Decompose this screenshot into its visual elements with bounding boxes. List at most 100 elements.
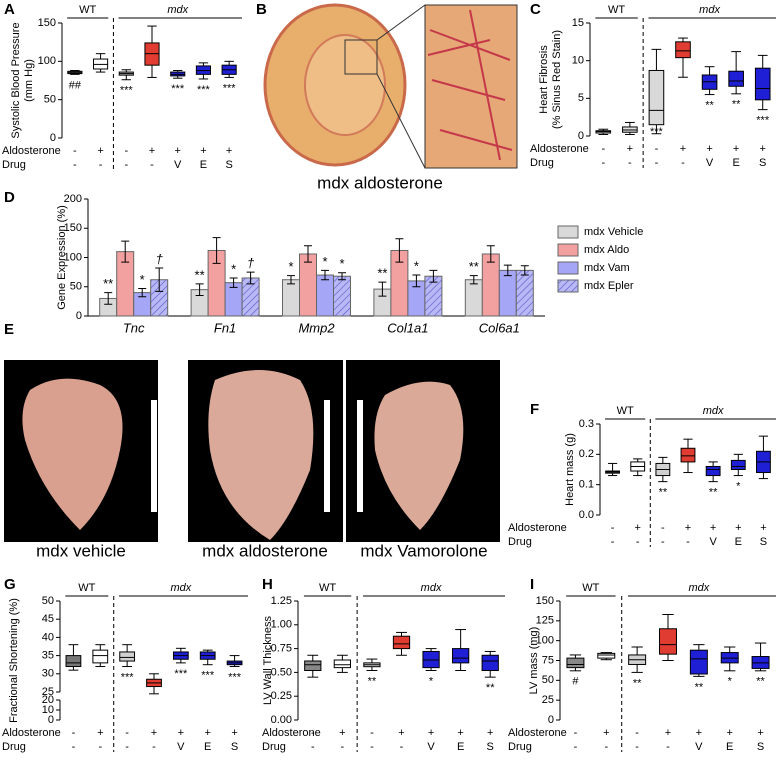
drug-label: S	[760, 536, 767, 548]
row-label: Drug	[2, 159, 26, 171]
y-tick-label: 1.25	[271, 595, 292, 607]
drug-label: E	[457, 741, 464, 753]
panel-label: B	[256, 1, 267, 18]
aldosterone-sign: +	[759, 143, 765, 155]
error-bar	[287, 275, 295, 285]
drug-label: -	[341, 741, 345, 753]
image-caption: mdx aldosterone	[202, 541, 328, 560]
error-bar	[212, 237, 221, 264]
drug-label: -	[125, 741, 129, 753]
significance: *	[728, 676, 733, 688]
significance: ***	[223, 82, 237, 94]
aldosterone-sign: +	[706, 143, 712, 155]
box	[728, 70, 744, 87]
significance: ***	[171, 83, 185, 95]
legend-swatch	[557, 279, 579, 293]
panel-i: I LV mass (mg) 0 25 50 75 100 125 150 WT mdx Aldost…	[508, 576, 776, 753]
panel-label: H	[262, 576, 273, 593]
legend-label: mdx Vehicle	[584, 226, 643, 238]
significance: ***	[228, 671, 242, 683]
aldosterone-sign: +	[200, 145, 206, 157]
significance: ***	[756, 115, 770, 127]
row-label: Drug	[2, 741, 26, 753]
drug-label: E	[735, 536, 742, 548]
scale-bar	[324, 400, 330, 512]
y-tick-label: 0	[48, 714, 54, 726]
panel-b: B mdx aldosterone	[256, 1, 518, 192]
y-axis-label: Systolic Blood Pressure	[10, 22, 22, 138]
aldosterone-sign: +	[733, 143, 739, 155]
group-label: WT	[617, 405, 634, 417]
aldosterone-sign: +	[665, 727, 671, 739]
bar	[481, 253, 500, 317]
panel-label: F	[530, 401, 539, 418]
significance: ##	[69, 79, 82, 91]
row-label: Drug	[262, 741, 286, 753]
significance: *	[414, 258, 419, 273]
y-tick-label: 0.2	[579, 448, 594, 460]
drug-label: -	[611, 536, 615, 548]
heart-photo	[208, 370, 314, 540]
aldosterone-sign: -	[125, 727, 129, 739]
significance: ***	[650, 126, 664, 138]
x-tick-label: Col6a1	[479, 320, 520, 335]
y-tick-label: 100	[536, 635, 554, 647]
y-tick-label: 1.00	[271, 619, 292, 631]
box	[730, 459, 746, 470]
error-bar	[104, 292, 113, 305]
bar	[464, 279, 483, 317]
error-bar	[246, 271, 255, 285]
legend-label: mdx Vam	[584, 262, 630, 274]
significance: †	[247, 256, 255, 271]
drug-label: V	[174, 159, 182, 171]
significance: ***	[121, 671, 135, 683]
box	[119, 651, 136, 662]
drug-label: V	[709, 536, 717, 548]
drug-label: -	[73, 159, 77, 171]
drug-label: V	[695, 741, 703, 753]
y-tick-label: 35	[42, 650, 54, 662]
error-bar	[304, 245, 312, 263]
y-axis-label: Gene Expression (%)	[56, 205, 68, 310]
y-tick-label: 0.1	[579, 479, 594, 491]
aldosterone-sign: +	[174, 145, 180, 157]
aldosterone-sign: -	[311, 727, 315, 739]
heart-photo	[22, 378, 123, 530]
significance: **	[659, 487, 668, 499]
y-tick-label: 40	[42, 631, 54, 643]
y-tick-label: 150	[536, 595, 554, 607]
y-tick-label: 0.50	[271, 666, 292, 678]
group-label: WT	[608, 4, 625, 16]
x-tick-label: Tnc	[123, 320, 145, 335]
bar	[515, 269, 534, 317]
significance: ***	[174, 668, 188, 680]
y-tick-label: 150	[38, 17, 56, 29]
box	[689, 649, 708, 675]
drug-label: V	[706, 157, 714, 169]
aldosterone-sign: +	[97, 727, 103, 739]
error-bar	[195, 283, 204, 297]
box	[333, 659, 351, 669]
aldosterone-sign: -	[574, 727, 578, 739]
y-tick-label: 0.00	[271, 714, 292, 726]
significance: **	[705, 99, 714, 111]
drug-label: -	[661, 536, 665, 548]
significance: *	[339, 256, 344, 271]
drug-label: -	[666, 741, 670, 753]
panel-label: C	[530, 1, 541, 18]
error-bar	[138, 288, 147, 298]
error-bar	[412, 274, 421, 288]
significance: **	[695, 681, 704, 693]
drug-label: S	[231, 741, 238, 753]
drug-label: -	[400, 741, 404, 753]
aldosterone-sign: -	[72, 727, 76, 739]
drug-label: -	[574, 741, 578, 753]
aldosterone-sign: +	[760, 522, 766, 534]
aldosterone-sign: +	[735, 522, 741, 534]
aldosterone-sign: +	[603, 727, 609, 739]
row-label: Aldosterone	[508, 522, 567, 534]
y-tick-label: 15	[572, 17, 584, 29]
y-tick-label: 125	[536, 615, 554, 627]
